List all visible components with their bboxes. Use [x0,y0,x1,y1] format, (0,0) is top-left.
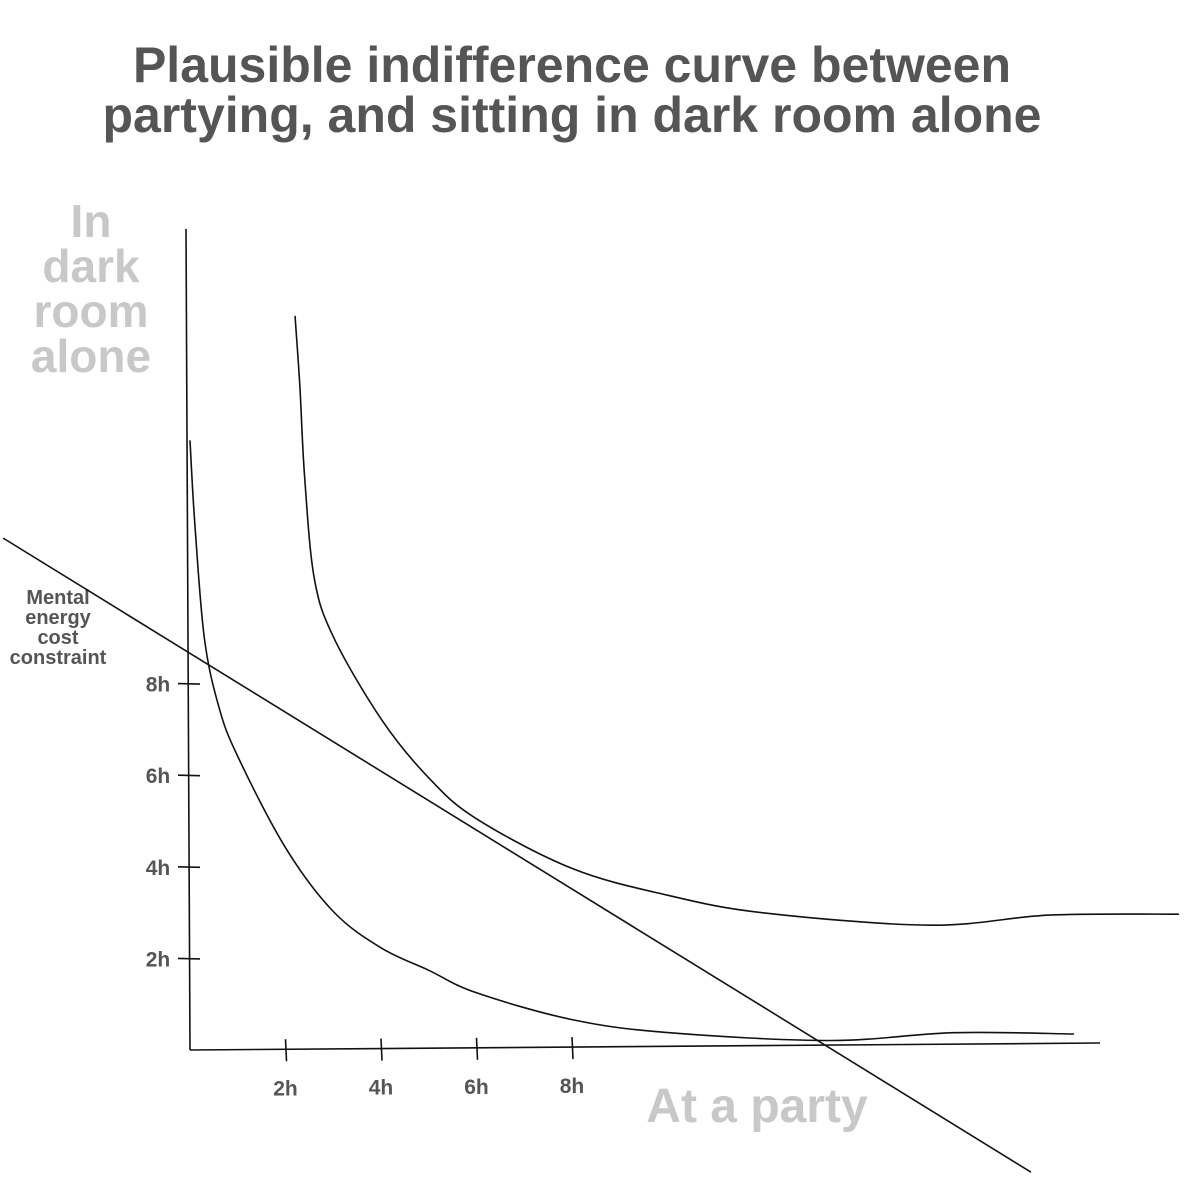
y-tick-mark [177,866,201,869]
x-tick-mark [571,1037,574,1060]
lower-indifference-curve [189,440,1075,1042]
chart-title: Plausible indifference curve between par… [0,40,1144,140]
chart-series [3,315,1180,1173]
x-tick-mark [284,1039,288,1062]
y-tick-mark [177,682,201,685]
constraint-label-line-2: energy [25,607,91,629]
x-tick-label: 6h [464,1076,489,1099]
upper-indifference-curve [294,315,1180,927]
y-axis-label-line-4: alone [31,330,151,382]
y-axis [185,228,191,1051]
constraint-label-line-4: constraint [10,647,107,669]
x-axis-ticks: 2h 4h 6h 8h [273,1037,584,1100]
constraint-label: Mental energy cost constraint [10,587,107,669]
chart-title-line-1: Plausible indifference curve between [132,37,1012,93]
x-tick-mark [380,1038,383,1061]
y-tick-mark [177,774,201,777]
constraint-label-line-3: cost [37,627,78,649]
chart-title-line-2: partying, and sitting in dark room alone [102,87,1042,143]
x-axis-label: At a party [646,1080,868,1133]
x-tick-label: 8h [560,1075,585,1098]
y-tick-label: 2h [146,948,171,971]
y-tick-label: 4h [146,857,171,880]
y-axis-label: In dark room alone [31,195,151,382]
constraint-line [3,537,1032,1173]
x-tick-mark [475,1037,479,1060]
x-tick-label: 2h [273,1077,298,1100]
constraint-label-line-1: Mental [26,587,89,609]
y-axis-label-line-2: dark [42,240,140,292]
y-tick-label: 6h [146,765,171,788]
y-tick-mark [177,957,201,960]
y-axis-label-line-1: In [71,195,112,247]
y-tick-label: 8h [146,674,171,697]
y-axis-label-line-3: room [34,285,149,337]
y-axis-ticks: 2h 4h 6h 8h [146,674,201,971]
x-axis [189,1042,1101,1051]
x-tick-label: 4h [369,1077,394,1100]
